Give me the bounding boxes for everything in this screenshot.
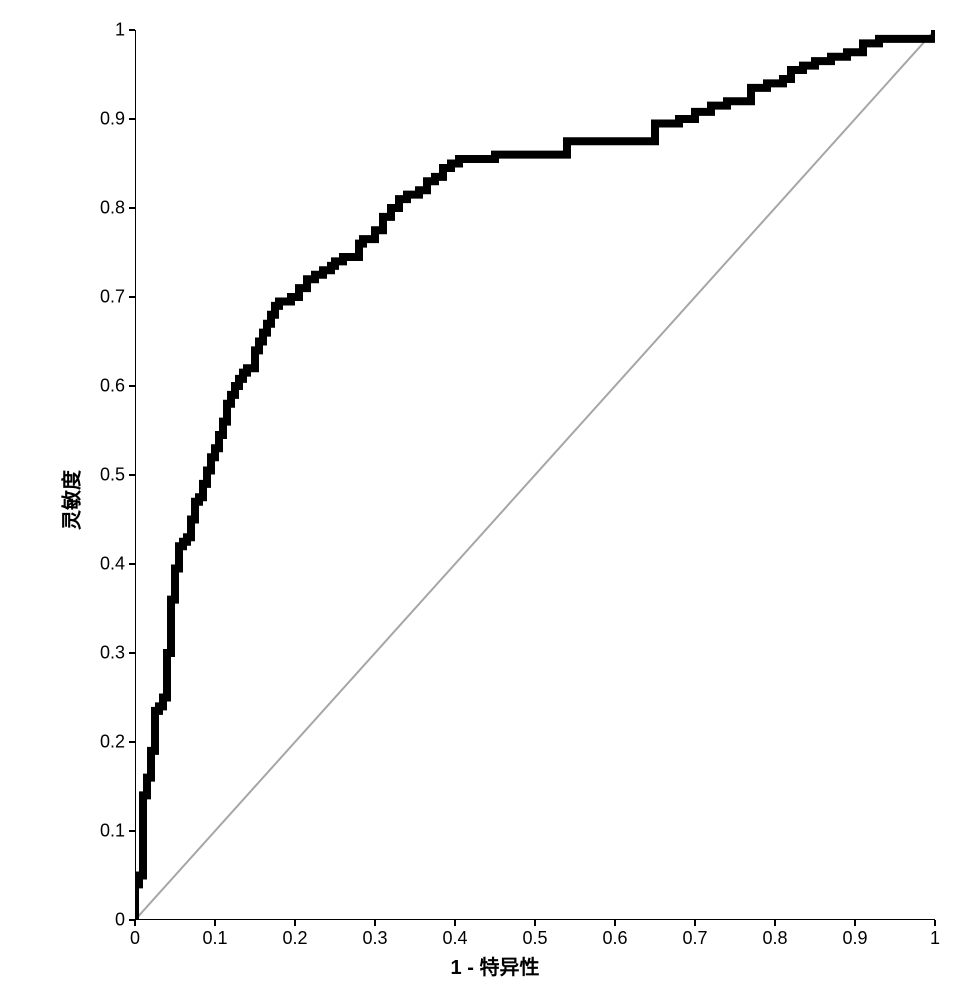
x-tick-mark <box>454 920 456 926</box>
y-tick-label: 0.9 <box>100 109 125 130</box>
y-tick-label: 0 <box>115 910 125 931</box>
x-tick-label: 0.5 <box>522 928 547 949</box>
diagonal-reference-line <box>135 30 935 920</box>
y-tick-mark <box>129 29 135 31</box>
x-tick-label: 0 <box>130 928 140 949</box>
y-tick-mark <box>129 385 135 387</box>
y-tick-label: 0.8 <box>100 198 125 219</box>
y-tick-label: 0.3 <box>100 643 125 664</box>
x-tick-label: 0.1 <box>202 928 227 949</box>
x-tick-label: 0.9 <box>842 928 867 949</box>
x-tick-mark <box>854 920 856 926</box>
y-tick-mark <box>129 652 135 654</box>
x-tick-label: 0.4 <box>442 928 467 949</box>
y-tick-mark <box>129 474 135 476</box>
x-tick-mark <box>934 920 936 926</box>
y-tick-label: 0.1 <box>100 821 125 842</box>
x-tick-mark <box>534 920 536 926</box>
x-tick-label: 0.6 <box>602 928 627 949</box>
x-tick-label: 0.3 <box>362 928 387 949</box>
y-tick-mark <box>129 296 135 298</box>
x-tick-mark <box>614 920 616 926</box>
y-tick-label: 1 <box>115 20 125 41</box>
plot-area: 00.10.20.30.40.50.60.70.80.91 00.10.20.3… <box>135 30 935 920</box>
y-tick-mark <box>129 207 135 209</box>
y-tick-mark <box>129 563 135 565</box>
y-tick-label: 0.4 <box>100 554 125 575</box>
y-axis-label: 灵敏度 <box>56 470 85 530</box>
y-tick-mark <box>129 118 135 120</box>
y-tick-label: 0.7 <box>100 287 125 308</box>
x-tick-label: 1 <box>930 928 940 949</box>
x-tick-mark <box>694 920 696 926</box>
roc-chart: 灵敏度 00.10.20.30.40.50.60.70.80.91 00.10.… <box>40 20 950 980</box>
y-tick-label: 0.6 <box>100 376 125 397</box>
x-tick-label: 0.7 <box>682 928 707 949</box>
x-tick-mark <box>294 920 296 926</box>
plot-svg <box>135 30 935 920</box>
x-tick-mark <box>774 920 776 926</box>
y-tick-label: 0.2 <box>100 732 125 753</box>
x-axis-label: 1 - 特异性 <box>451 951 540 980</box>
x-tick-mark <box>134 920 136 926</box>
x-tick-mark <box>374 920 376 926</box>
x-tick-label: 0.2 <box>282 928 307 949</box>
x-tick-mark <box>214 920 216 926</box>
y-tick-label: 0.5 <box>100 465 125 486</box>
y-tick-mark <box>129 741 135 743</box>
y-tick-mark <box>129 830 135 832</box>
x-tick-label: 0.8 <box>762 928 787 949</box>
